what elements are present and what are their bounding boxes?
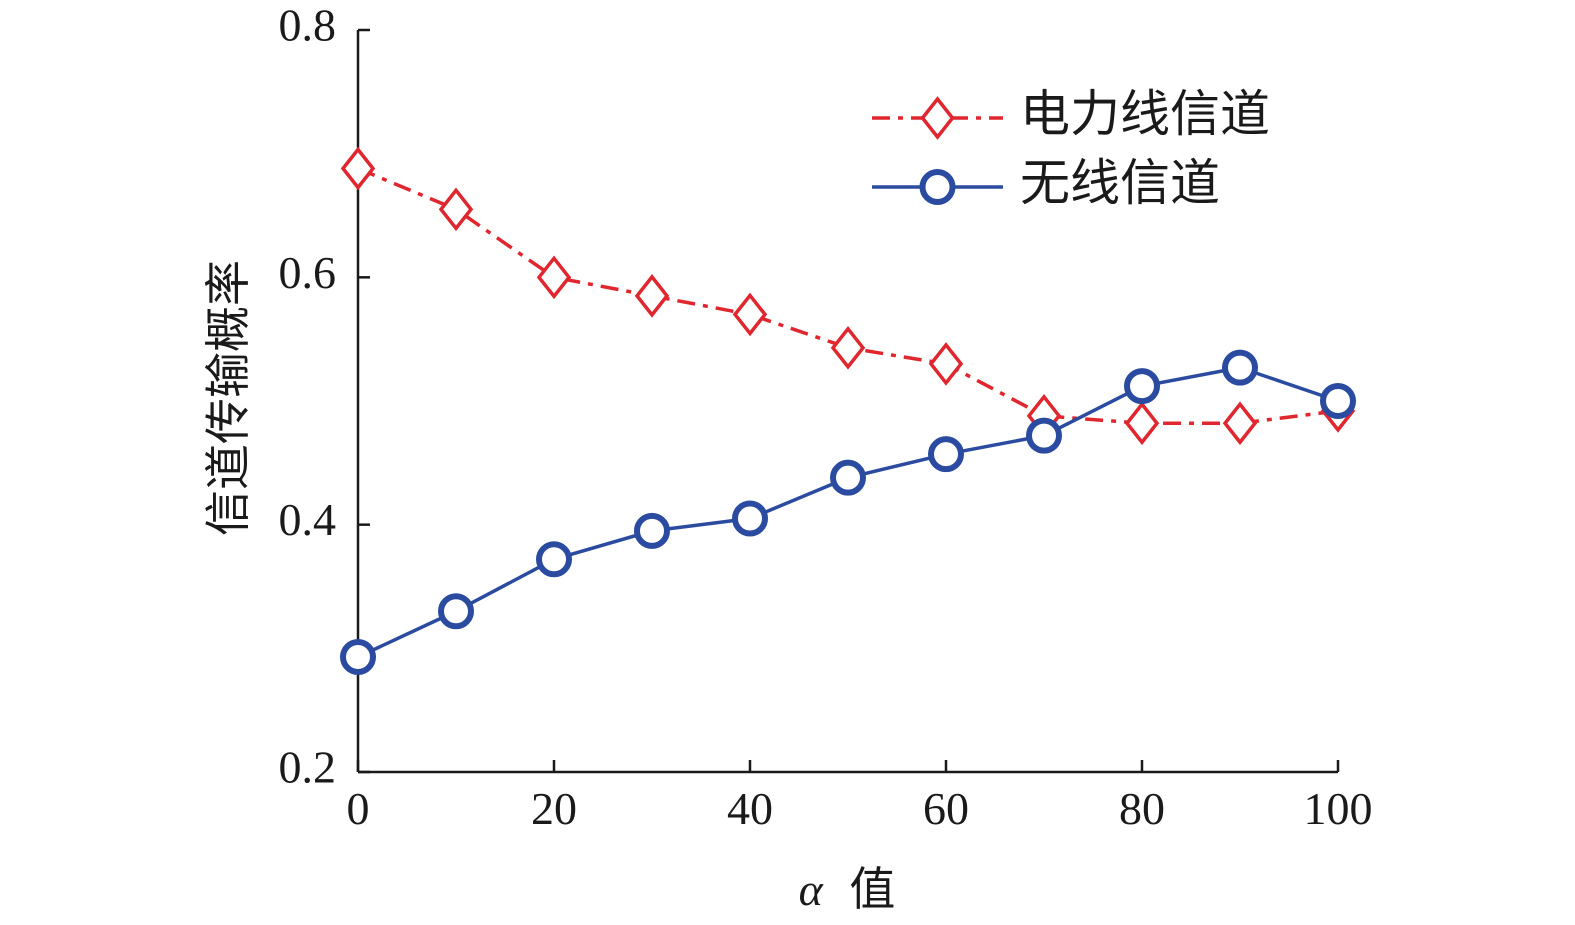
x-axis-title: α 值 <box>799 862 896 916</box>
plot-series <box>340 146 1356 675</box>
legend-marker <box>919 169 956 205</box>
data-point <box>1320 383 1356 419</box>
legend-label: 无线信道 <box>1020 154 1220 212</box>
data-point <box>1026 417 1062 454</box>
data-point <box>438 187 474 232</box>
series-2 <box>340 349 1356 675</box>
legend-label: 电力线信道 <box>1020 85 1270 143</box>
data-point <box>340 638 376 675</box>
x-axis-title-symbol: α <box>799 864 824 915</box>
axes: 0.2 0.4 0.6 0.8 0 20 40 60 80 100 <box>279 0 1373 834</box>
data-point <box>634 274 670 318</box>
data-point <box>634 512 670 549</box>
data-point <box>830 325 866 370</box>
data-point <box>1124 368 1160 405</box>
x-tick-label: 40 <box>727 783 773 834</box>
y-tick-label: 0.6 <box>279 247 337 298</box>
data-point <box>1222 401 1258 446</box>
y-tick-label: 0.8 <box>279 0 337 51</box>
y-axis-ticks: 0.2 0.4 0.6 0.8 <box>279 0 370 793</box>
data-point <box>928 436 964 473</box>
legend-item: 无线信道 <box>872 154 1220 212</box>
data-point <box>536 541 572 578</box>
data-point <box>830 459 866 496</box>
series-line <box>357 166 1339 426</box>
legend-marker <box>920 96 955 140</box>
y-axis-title: 信道传输概率 <box>201 260 255 536</box>
data-point <box>438 593 474 630</box>
data-point <box>928 342 964 386</box>
y-tick-label: 0.2 <box>279 742 337 793</box>
data-point <box>536 255 572 300</box>
data-point <box>732 500 768 537</box>
data-point <box>732 292 768 337</box>
x-tick-label: 100 <box>1304 783 1373 834</box>
data-point <box>1222 349 1258 386</box>
data-point <box>340 146 376 191</box>
legend-item: 电力线信道 <box>872 85 1270 143</box>
x-tick-label: 20 <box>531 783 577 834</box>
x-tick-label: 80 <box>1119 783 1165 834</box>
x-tick-label: 60 <box>923 783 969 834</box>
series-line <box>357 365 1339 659</box>
x-tick-label: 0 <box>347 783 370 834</box>
y-tick-label: 0.4 <box>279 494 337 545</box>
data-point <box>1124 401 1160 446</box>
x-axis-ticks: 0 20 40 60 80 100 <box>347 760 1373 834</box>
x-axis-title-text: 值 <box>849 862 895 916</box>
